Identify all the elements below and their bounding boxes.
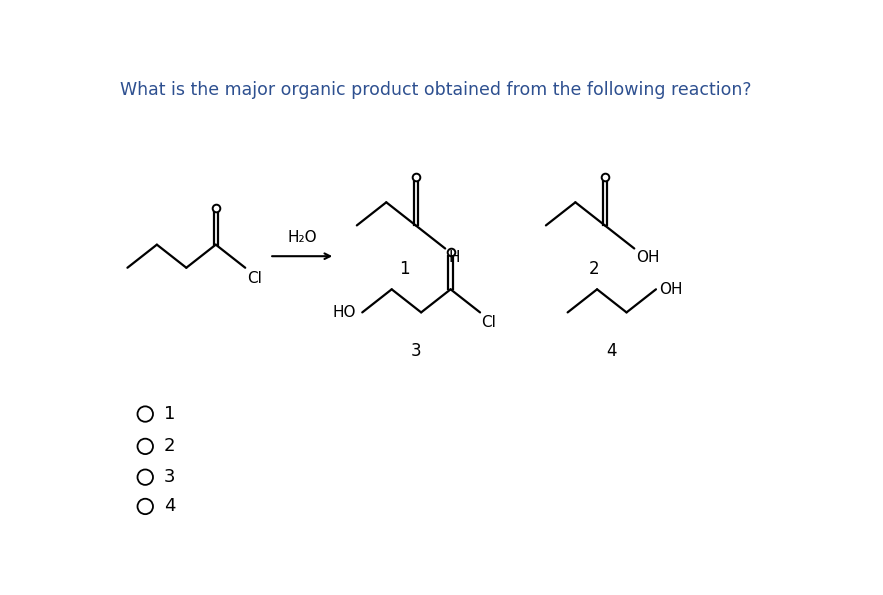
Text: Cl: Cl [481, 315, 496, 330]
Text: H₂O: H₂O [287, 230, 317, 245]
Text: Cl: Cl [246, 271, 261, 286]
Text: What is the major organic product obtained from the following reaction?: What is the major organic product obtain… [120, 82, 752, 99]
Text: 4: 4 [607, 342, 617, 359]
Text: 2: 2 [164, 437, 176, 455]
Text: 3: 3 [411, 342, 422, 359]
Text: 2: 2 [589, 260, 600, 278]
Text: 3: 3 [164, 468, 176, 486]
Text: HO: HO [333, 305, 356, 320]
Text: 1: 1 [164, 405, 175, 423]
Text: H: H [449, 250, 460, 265]
Text: 4: 4 [164, 497, 176, 515]
Text: OH: OH [659, 282, 683, 297]
Text: 1: 1 [400, 260, 411, 278]
Text: OH: OH [637, 250, 660, 265]
